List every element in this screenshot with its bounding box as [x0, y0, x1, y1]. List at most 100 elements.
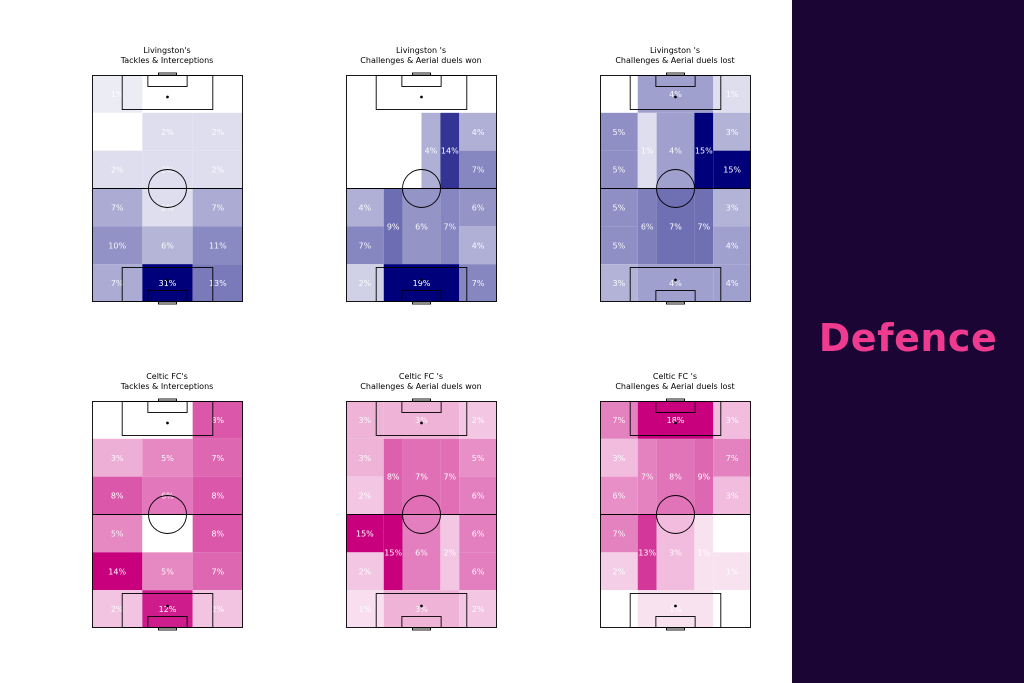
heatmap-cell-label: 8%	[211, 416, 224, 425]
heatmap-cell-label: 5%	[613, 128, 626, 137]
chart-title-line-1: Celtic FC's	[146, 372, 188, 381]
goal-top	[665, 72, 686, 76]
heatmap-cell-label: 15%	[695, 147, 713, 156]
heatmap-cell-label: 3%	[111, 454, 124, 463]
heatmap-cell-label: 2%	[443, 548, 456, 557]
heatmap-cell	[346, 75, 422, 113]
heatmap-cell-label: 7%	[443, 222, 456, 231]
heatmap-cell	[637, 590, 714, 628]
heatmap-cell	[656, 112, 695, 189]
goal-bottom	[157, 627, 178, 631]
pitch-lines	[346, 72, 497, 305]
heatmap-cell-label: 4%	[726, 241, 739, 250]
heatmap-cell-label: 9%	[387, 222, 400, 231]
heatmap-cell	[459, 226, 497, 265]
penalty-spot-bottom	[166, 278, 169, 282]
heatmap-cell	[713, 476, 751, 515]
heatmap-cell	[383, 188, 403, 265]
heatmap-cell	[600, 590, 638, 628]
heatmap-cell-label: 4%	[726, 279, 739, 288]
heatmap-cell	[713, 514, 751, 553]
pitch-lines	[600, 72, 751, 305]
heatmap-cell	[713, 112, 751, 151]
pitch-lines	[600, 398, 751, 631]
heatmap-cell	[459, 552, 497, 591]
heatmap-cell-label: 8%	[111, 492, 124, 501]
six-yard-box-bottom	[401, 290, 442, 302]
goal-bottom	[411, 301, 432, 305]
heatmap-cell	[713, 590, 751, 628]
heatmap-cell-label: 7%	[111, 203, 124, 212]
heatmap-cell	[92, 150, 143, 189]
heatmap-cell	[142, 552, 193, 591]
heatmap-cell-label: 14%	[108, 567, 126, 576]
pitch-heatmap-celtic-duels-lost: 7% 18% 3% 3% 6% 7% 8% 9% 7% 3% 7% 2% 13% 3% 1% 0% 1% 0% 1%…	[600, 398, 751, 631]
heatmap-cell-label: 4%	[472, 128, 485, 137]
heatmap-cell-label: 1%	[726, 90, 739, 99]
heatmap-cell	[600, 112, 638, 151]
section-title: Defence	[818, 316, 998, 360]
heatmap-cell	[346, 438, 384, 477]
heatmap-cell-label: 3%	[669, 548, 682, 557]
heatmap-cell-label: 2%	[472, 605, 485, 614]
six-yard-box-bottom	[655, 290, 696, 302]
heatmap-cell-label: 4%	[359, 203, 372, 212]
heatmap-cell	[346, 188, 384, 227]
heatmap-cell	[142, 438, 193, 477]
heatmap-cell	[92, 552, 143, 591]
heatmap-cell	[694, 112, 714, 189]
heatmap-cell	[402, 438, 441, 515]
heatmap-cell-label: 2%	[161, 128, 174, 137]
heatmap-cell-label: 6%	[415, 548, 428, 557]
heatmap-cell	[656, 514, 695, 591]
heatmap-cell	[383, 514, 403, 591]
heatmap-cell-label: 7%	[359, 241, 372, 250]
heatmap-cell	[600, 75, 638, 113]
penalty-spot-top	[166, 421, 169, 425]
heatmap-cell	[600, 188, 638, 227]
heatmap-cell-label: 0%	[434, 90, 447, 99]
heatmap-cell	[92, 112, 143, 151]
six-yard-box-bottom	[147, 616, 188, 628]
heatmap-cell	[637, 401, 714, 439]
heatmap-cell-label: 7%	[613, 529, 626, 538]
chart-title-line-2: Challenges & Aerial duels lost	[615, 56, 735, 65]
chart-title-line-2: Challenges & Aerial duels lost	[615, 382, 735, 391]
heatmap-cell	[459, 188, 497, 227]
heatmap-labels: 7% 18% 3% 3% 6% 7% 8% 9% 7% 3% 7% 2% 13% 3% 1% 0% 1% 0% 1%…	[613, 416, 739, 614]
heatmap-cell-label: 3%	[726, 128, 739, 137]
six-yard-box-top	[147, 401, 188, 413]
penalty-spot-bottom	[674, 604, 677, 608]
heatmap-cell-label: 8%	[211, 529, 224, 538]
heatmap-cell-label: 5%	[161, 567, 174, 576]
heatmap-cell	[142, 590, 193, 628]
heatmap-cell	[192, 552, 243, 591]
centre-circle	[656, 169, 695, 208]
heatmap-cell	[694, 514, 714, 591]
chart-title-line-1: Celtic FC 's	[398, 372, 444, 381]
heatmap-cell-label: 1%	[697, 548, 710, 557]
heatmap-cells	[600, 75, 751, 302]
heatmap-cell-label: 1%	[111, 90, 124, 99]
heatmap-cell	[656, 188, 695, 265]
goal-bottom	[157, 301, 178, 305]
penalty-spot-top	[674, 421, 677, 425]
heatmap-cell-label: 6%	[161, 492, 174, 501]
heatmap-cell	[142, 401, 193, 439]
heatmap-cell-label: 10%	[108, 241, 126, 250]
heatmap-cell-label: 7%	[726, 454, 739, 463]
heatmap-cell-label: 3%	[415, 416, 428, 425]
penalty-spot-bottom	[420, 604, 423, 608]
goal-top	[411, 72, 432, 76]
heatmap-cell	[192, 75, 243, 113]
heatmap-cell	[459, 590, 497, 628]
heatmap-cell-label: 0%	[613, 90, 626, 99]
heatmap-cell-label: 7%	[697, 222, 710, 231]
goal-bottom	[665, 301, 686, 305]
heatmap-cell-label: 7%	[211, 203, 224, 212]
heatmap-cell	[142, 264, 193, 302]
heatmap-cell	[440, 188, 460, 265]
heatmap-cell-label: 0%	[406, 147, 419, 156]
chart-title-celtic-tackles: Celtic FC's Tackles & Interceptions	[67, 372, 267, 392]
six-yard-box-top	[147, 75, 188, 87]
